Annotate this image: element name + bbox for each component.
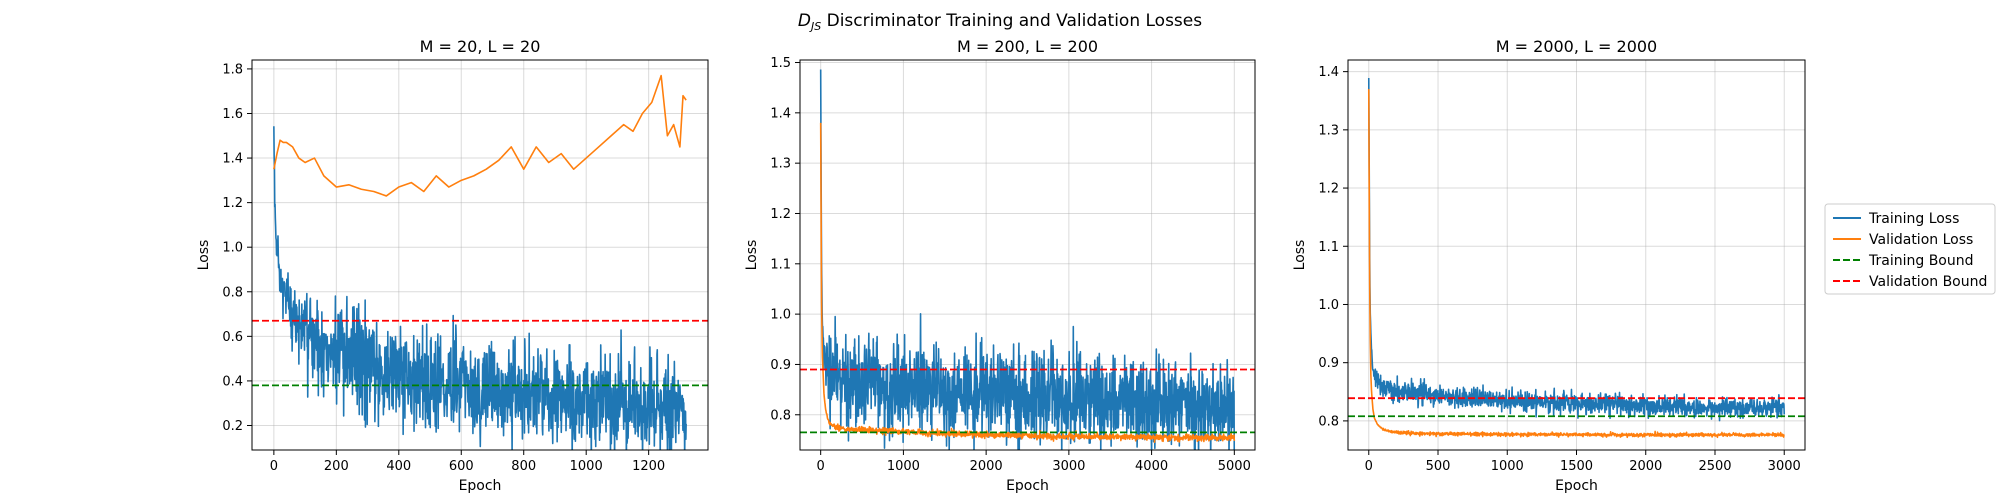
series-line-training-loss <box>273 126 687 450</box>
legend-label-validation-bound: Validation Bound <box>1869 274 1987 290</box>
y-tick-label-1-2: 1.2 <box>770 207 791 222</box>
legend-label-validation-loss: Validation Loss <box>1869 232 1973 248</box>
plot-area <box>252 74 708 450</box>
y-tick-label-0-8: 0.8 <box>770 408 791 423</box>
y-tick-label-1-1: 1.1 <box>770 257 791 272</box>
y-tick-label-1-6: 1.6 <box>222 107 243 122</box>
x-tick-label-2500: 2500 <box>1698 459 1731 474</box>
subplot-title: M = 200, L = 200 <box>957 37 1098 56</box>
y-axis-label: Loss <box>196 240 212 271</box>
y-tick-label-0-9: 0.9 <box>1318 356 1339 371</box>
x-tick-label-1000: 1000 <box>1491 459 1524 474</box>
legend-label-training-bound: Training Bound <box>1868 253 1974 269</box>
axes-frame <box>799 59 1256 451</box>
x-tick-label-1000: 1000 <box>887 459 920 474</box>
x-tick-label-1200: 1200 <box>632 459 665 474</box>
series-line-training-loss <box>1367 78 1786 422</box>
x-tick-label-0: 0 <box>817 459 825 474</box>
legend: Training Loss Validation Loss Training B… <box>1824 203 1996 295</box>
y-tick-label-1-3: 1.3 <box>1318 123 1339 138</box>
series-line-validation-loss <box>1367 89 1785 439</box>
y-axis-label: Loss <box>1292 240 1308 271</box>
y-tick-label-1: 1.0 <box>770 308 791 323</box>
y-tick-label-1: 1.0 <box>1318 298 1339 313</box>
x-tick-label-1500: 1500 <box>1560 459 1593 474</box>
y-tick-label-1-5: 1.5 <box>770 56 791 71</box>
x-axis-label: Epoch <box>1006 478 1049 494</box>
y-tick-label-0-9: 0.9 <box>770 358 791 373</box>
y-tick-label-1-4: 1.4 <box>1318 65 1339 80</box>
suptitle-subscript: JS <box>809 20 821 33</box>
axes-frame <box>251 59 709 451</box>
y-tick-label-0-4: 0.4 <box>222 374 243 389</box>
x-tick-label-600: 600 <box>449 459 474 474</box>
plot-area <box>1348 78 1805 439</box>
x-tick-label-2000: 2000 <box>1629 459 1662 474</box>
x-tick-label-5000: 5000 <box>1218 459 1251 474</box>
subplot-m200: 0 1000 2000 3000 4000 5000 0.8 0.9 1.0 1.1 1.2 1.3 1… <box>744 37 1256 494</box>
x-tick-label-200: 200 <box>324 459 349 474</box>
x-axis-label: Epoch <box>1555 478 1598 494</box>
y-tick-label-0-8: 0.8 <box>222 285 243 300</box>
x-tick-label-3000: 3000 <box>1768 459 1801 474</box>
y-tick-label-0-2: 0.2 <box>222 419 243 434</box>
y-tick-label-1-1: 1.1 <box>1318 240 1339 255</box>
suptitle-variable: D <box>798 11 811 31</box>
plot-area <box>800 69 1255 450</box>
x-tick-label-400: 400 <box>386 459 411 474</box>
y-tick-label-0-6: 0.6 <box>222 330 243 345</box>
figure-suptitle: DJS Discriminator Training and Validatio… <box>798 11 1202 33</box>
y-axis-label: Loss <box>744 240 760 271</box>
y-tick-label-0-8: 0.8 <box>1318 414 1339 429</box>
y-tick-label-1-3: 1.3 <box>770 157 791 172</box>
x-tick-label-1000: 1000 <box>570 459 603 474</box>
subplot-m2000: 0 500 1000 1500 2000 2500 3000 0.8 0.9 1.0 1.1 1.2 1… <box>1292 37 1806 494</box>
y-tick-label-1-4: 1.4 <box>222 152 243 167</box>
y-tick-label-1-2: 1.2 <box>1318 182 1339 197</box>
subplot-title: M = 20, L = 20 <box>420 37 541 56</box>
x-tick-label-500: 500 <box>1426 459 1451 474</box>
x-tick-label-0: 0 <box>1365 459 1373 474</box>
legend-label-training-loss: Training Loss <box>1868 211 1959 227</box>
subplot-title: M = 2000, L = 2000 <box>1496 37 1657 56</box>
series-line-validation-loss <box>819 122 1236 444</box>
y-tick-label-1: 1.0 <box>222 241 243 256</box>
x-tick-label-4000: 4000 <box>1135 459 1168 474</box>
x-tick-label-3000: 3000 <box>1052 459 1085 474</box>
x-axis-label: Epoch <box>459 478 502 494</box>
legend-frame <box>1824 203 1996 295</box>
y-tick-label-1-2: 1.2 <box>222 196 243 211</box>
suptitle-text: Discriminator Training and Validation Lo… <box>821 11 1202 31</box>
x-tick-label-800: 800 <box>511 459 536 474</box>
x-tick-label-2000: 2000 <box>970 459 1003 474</box>
x-tick-label-0: 0 <box>270 459 278 474</box>
y-tick-label-1-4: 1.4 <box>770 106 791 121</box>
y-tick-label-1-8: 1.8 <box>222 62 243 77</box>
series-line-training-loss <box>819 69 1236 450</box>
subplot-m20: 0 200 400 600 800 1000 1200 0.2 0.4 0.6 0.8 1.0 1.2 1… <box>196 37 709 494</box>
series-line-validation-loss <box>273 74 687 197</box>
